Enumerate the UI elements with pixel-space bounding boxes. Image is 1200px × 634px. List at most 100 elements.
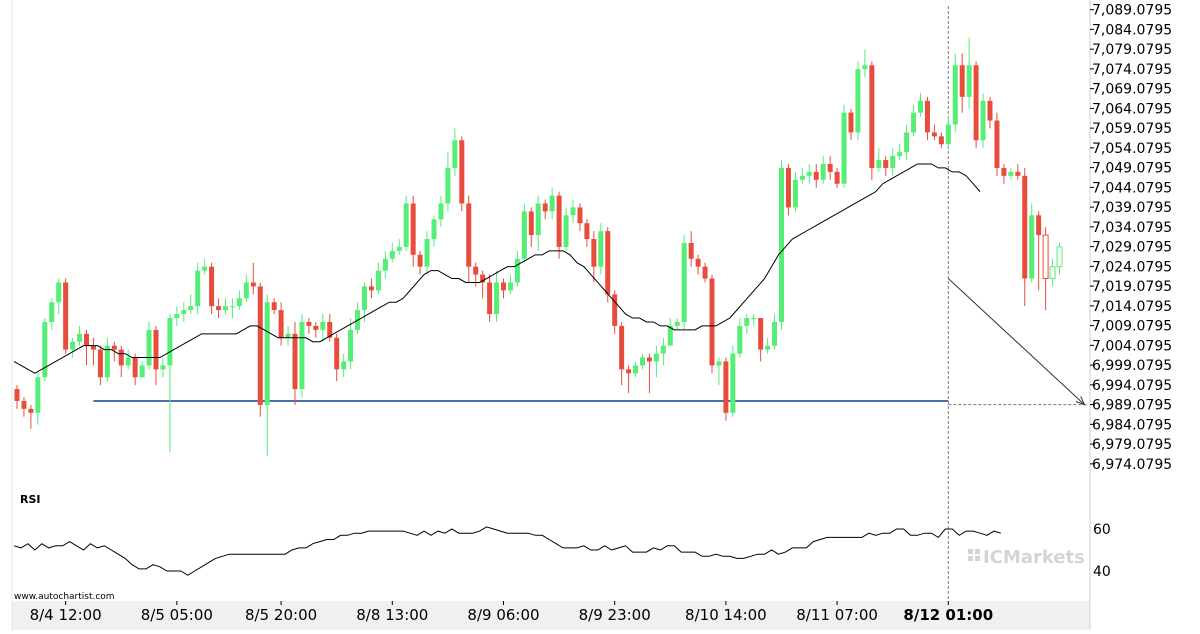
price-tick-label: 7,029.0795 <box>1092 240 1172 256</box>
candle-body <box>49 302 55 322</box>
price-tick-label: 7,064.0795 <box>1092 101 1172 117</box>
candle-body <box>695 258 701 267</box>
candle-body <box>528 211 534 236</box>
price-tick-label: 6,974.0795 <box>1092 457 1172 473</box>
candle <box>688 231 694 267</box>
candle <box>188 294 194 315</box>
candle-body <box>97 349 103 378</box>
time-tick-label: 8/4 12:00 <box>30 606 102 624</box>
candle <box>459 136 465 212</box>
price-tick-label: 6,989.0795 <box>1092 398 1172 414</box>
candle-body <box>751 318 757 320</box>
candle-body <box>646 357 652 362</box>
candle-body <box>883 160 889 168</box>
candle <box>181 302 187 322</box>
candle <box>584 219 590 247</box>
candle <box>667 318 673 346</box>
candle-body <box>758 318 764 350</box>
candle <box>959 53 965 113</box>
candle <box>167 314 173 453</box>
candle <box>229 298 235 319</box>
candle-body <box>911 112 917 133</box>
candle <box>792 171 798 212</box>
candle <box>549 187 555 220</box>
candle-body <box>181 310 187 315</box>
candle <box>139 361 145 378</box>
candle <box>431 215 437 247</box>
candle-body <box>348 329 354 362</box>
candle-body <box>744 318 750 326</box>
candle-body <box>633 365 639 374</box>
price-tick-label: 6,984.0795 <box>1092 417 1172 433</box>
candle-body <box>139 365 145 378</box>
price-tick-label: 7,004.0795 <box>1092 338 1172 354</box>
candle-body <box>223 306 228 311</box>
time-tick-label: 8/5 05:00 <box>141 606 213 624</box>
candle <box>528 207 534 247</box>
candle <box>577 203 583 232</box>
candle <box>403 195 409 251</box>
candle-body <box>723 361 729 413</box>
candle-body <box>167 318 173 366</box>
candle <box>63 278 69 354</box>
candle <box>702 262 708 283</box>
candle-body <box>90 345 96 350</box>
candle-body <box>132 357 138 378</box>
candle-body <box>70 341 76 350</box>
candle-body <box>28 408 34 413</box>
candle-body <box>841 112 847 184</box>
candle-body <box>63 282 69 350</box>
candle-body <box>772 321 778 346</box>
candle <box>56 278 62 315</box>
price-tick-label: 7,084.0795 <box>1092 22 1172 38</box>
forecast-arrow-head <box>1075 396 1086 406</box>
candle <box>695 254 701 275</box>
brand-logo: ICMarkets <box>968 547 1085 568</box>
time-tick-label: 8/12 01:00 <box>903 606 993 624</box>
candle <box>542 199 548 220</box>
candle-body <box>598 231 604 267</box>
candle-body <box>341 361 347 370</box>
candle <box>160 357 166 378</box>
candle-body <box>410 203 416 255</box>
candle-body <box>688 242 694 259</box>
candle <box>90 337 96 366</box>
candle <box>501 278 506 299</box>
price-tick-label: 6,994.0795 <box>1092 378 1172 394</box>
candle <box>897 144 903 161</box>
candle <box>744 314 750 334</box>
candle-body <box>612 294 618 326</box>
candle-body <box>445 167 451 204</box>
candle <box>313 321 319 338</box>
candle-body <box>1036 215 1042 236</box>
candle <box>862 49 868 78</box>
candle <box>368 278 374 299</box>
rsi-label: RSI <box>20 493 41 506</box>
candle <box>97 345 103 386</box>
candle-body <box>320 321 326 330</box>
time-tick-label: 8/9 06:00 <box>467 606 539 624</box>
price-tick-label: 7,079.0795 <box>1092 42 1172 58</box>
candle <box>264 294 270 457</box>
forecast-arrow-line <box>947 278 1085 405</box>
candle-body <box>709 278 715 366</box>
candle-body <box>42 321 48 378</box>
candle-body <box>556 195 562 247</box>
candle <box>341 353 347 378</box>
candle <box>876 148 882 172</box>
candle-body <box>313 325 319 330</box>
candle <box>890 148 896 176</box>
candle <box>737 318 743 358</box>
candle <box>612 290 618 334</box>
candle-body <box>987 100 993 121</box>
candle-body <box>1049 266 1056 280</box>
candle <box>514 250 520 287</box>
candle-body <box>862 65 868 70</box>
candle-body <box>869 65 875 168</box>
candle <box>452 128 458 176</box>
candle <box>924 96 930 141</box>
candle <box>660 337 666 366</box>
candle-body <box>125 357 131 366</box>
price-tick-label: 7,024.0795 <box>1092 259 1172 275</box>
